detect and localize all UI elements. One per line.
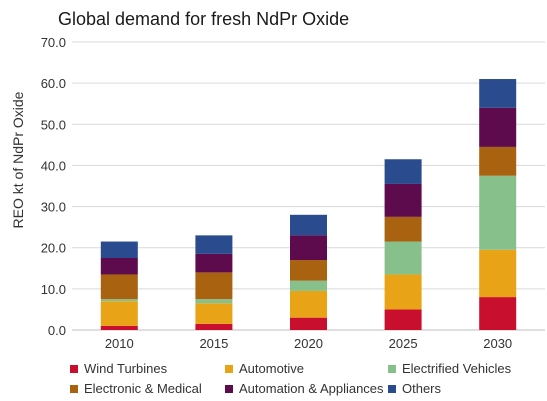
x-tick-label: 2030 <box>483 336 512 351</box>
bar-segment <box>384 183 422 217</box>
bar-segment <box>195 253 233 273</box>
legend-label: Automation & Appliances <box>239 381 384 396</box>
legend: Wind Turbines Automotive Electrified Vehic… <box>70 361 540 401</box>
legend-swatch <box>225 384 233 393</box>
y-tick-label: 70.0 <box>41 35 66 50</box>
bar-segment <box>384 309 422 330</box>
bar-segment <box>195 272 233 300</box>
bar-segment <box>290 317 327 330</box>
x-tick-label: 2020 <box>294 336 323 351</box>
bar-segment <box>384 241 422 275</box>
bar-segment <box>384 216 422 242</box>
legend-swatch <box>388 384 396 393</box>
bar-segment <box>479 146 517 176</box>
bar-segment <box>479 249 517 298</box>
bar-segment <box>290 260 327 281</box>
bar-segment <box>100 325 138 330</box>
legend-label: Electrified Vehicles <box>402 361 512 376</box>
bar-segment <box>100 274 138 300</box>
x-tick-label: 2025 <box>389 336 418 351</box>
legend-item: Wind Turbines <box>70 361 167 376</box>
bar-segment <box>479 79 517 108</box>
bar-segment <box>195 235 233 254</box>
legend-swatch <box>70 384 78 393</box>
legend-swatch <box>388 364 396 373</box>
legend-item: Others <box>388 381 441 396</box>
bar-segment <box>100 241 138 258</box>
y-tick-label: 30.0 <box>41 200 66 215</box>
bar-segment <box>479 107 517 147</box>
x-tick-label: 2010 <box>105 336 134 351</box>
y-tick-label: 0.0 <box>48 323 66 338</box>
bar-segment <box>290 290 327 318</box>
legend-label: Automotive <box>239 361 305 376</box>
bar-segment <box>290 214 327 236</box>
bar-segment <box>290 280 327 291</box>
bar-segment <box>195 303 233 324</box>
bar-segment <box>384 159 422 184</box>
bar-segment <box>100 301 138 326</box>
bar-segment <box>479 297 517 330</box>
y-tick-label: 60.0 <box>41 76 66 91</box>
legend-item: Electrified Vehicles <box>388 361 511 376</box>
legend-label: Electronic & Medical <box>84 381 202 396</box>
chart-title: Global demand for fresh NdPr Oxide <box>58 9 350 29</box>
bar-segment <box>100 258 138 275</box>
bar-segment <box>195 323 233 330</box>
legend-swatch <box>70 364 78 373</box>
legend-label: Wind Turbines <box>84 361 168 376</box>
bar-segment <box>290 235 327 261</box>
legend-item: Automotive <box>225 361 304 376</box>
bar-segment <box>195 299 233 304</box>
y-tick-label: 20.0 <box>41 241 66 256</box>
bar-segment <box>479 175 517 250</box>
x-tick-label: 2015 <box>199 336 228 351</box>
y-tick-label: 50.0 <box>41 117 66 132</box>
legend-swatch <box>225 364 233 373</box>
bar-segment <box>384 274 422 310</box>
legend-label: Others <box>402 381 442 396</box>
y-tick-label: 40.0 <box>41 158 66 173</box>
y-tick-label: 10.0 <box>41 282 66 297</box>
legend-item: Automation & Appliances <box>225 381 384 396</box>
legend-item: Electronic & Medical <box>70 381 202 396</box>
bar-segment <box>100 299 138 302</box>
